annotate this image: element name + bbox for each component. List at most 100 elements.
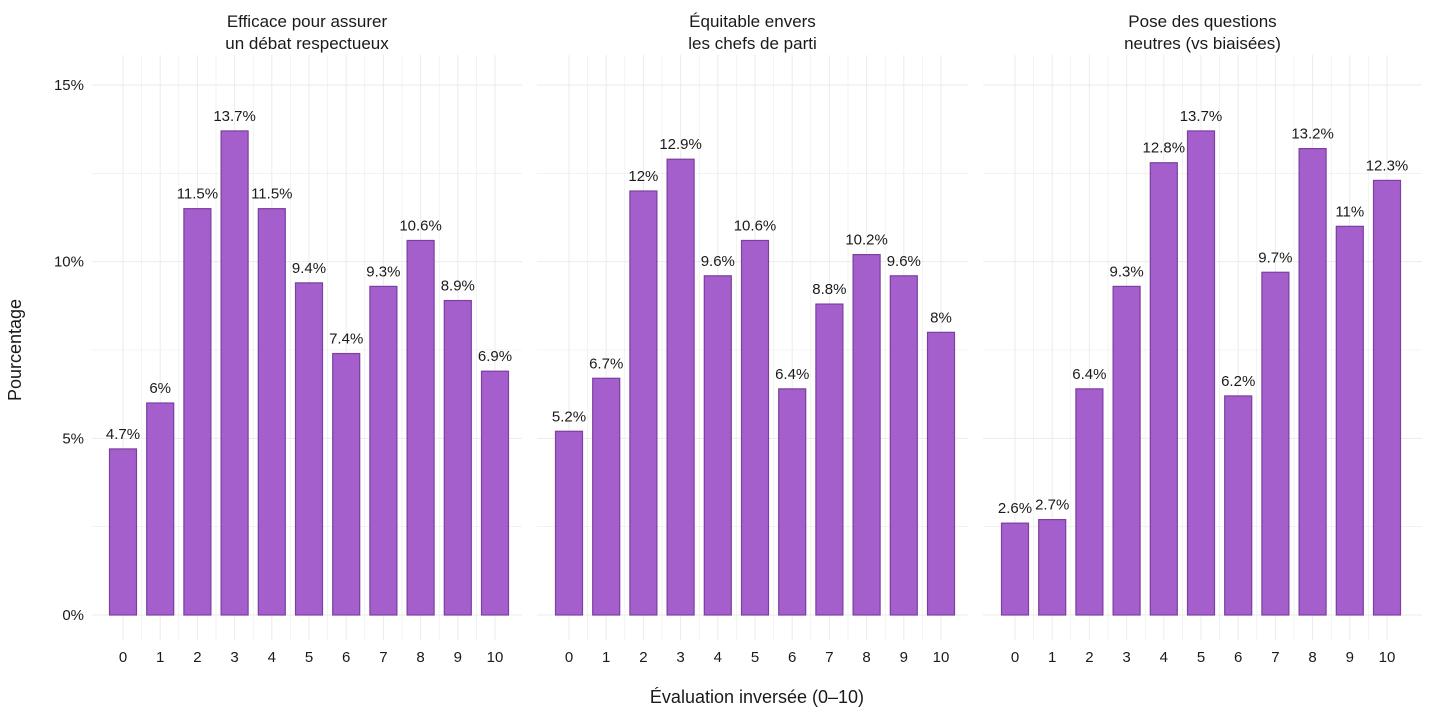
x-tick-label: 2 (639, 649, 647, 666)
data-label: 9.3% (366, 263, 400, 280)
data-label: 2.6% (998, 500, 1032, 517)
bar (554, 430, 584, 616)
bar (183, 208, 212, 616)
bar (220, 130, 249, 616)
x-tick-label: 3 (676, 649, 684, 666)
x-tick-label: 5 (1197, 649, 1205, 666)
panel-title: Pose des questions (1128, 12, 1276, 31)
panel-title: neutres (vs biaisées) (1124, 34, 1281, 53)
bar (1335, 225, 1364, 616)
panel-title: Équitable envers (689, 12, 816, 31)
bar (1038, 518, 1067, 616)
bar (815, 303, 844, 616)
data-label: 7.4% (329, 331, 363, 348)
data-label: 11.5% (251, 186, 292, 203)
x-tick-label: 1 (1048, 649, 1056, 666)
bar (146, 402, 175, 616)
x-tick-label: 0 (1011, 649, 1019, 666)
data-label: 6.4% (1072, 366, 1106, 383)
x-tick-label: 4 (268, 649, 276, 666)
y-tick-label: 5% (62, 430, 84, 447)
bar (369, 285, 398, 616)
data-label: 2.7% (1035, 497, 1069, 514)
bar (1149, 162, 1178, 616)
data-label: 12.9% (659, 136, 702, 153)
y-axis-label: Pourcentage (5, 299, 25, 401)
bar (332, 352, 361, 616)
data-label: 10.2% (845, 232, 888, 249)
bar (1224, 395, 1253, 616)
x-tick-label: 6 (342, 649, 350, 666)
x-tick-label: 9 (454, 649, 462, 666)
data-label: 13.2% (1291, 126, 1334, 143)
data-label: 12.3% (1366, 157, 1409, 174)
bar (889, 275, 918, 616)
bar (108, 448, 138, 616)
x-tick-label: 10 (1379, 649, 1396, 666)
bar (926, 331, 956, 616)
bar (666, 158, 695, 616)
x-tick-label: 4 (1160, 649, 1168, 666)
bar (1298, 148, 1327, 616)
data-label: 9.4% (292, 260, 326, 277)
bar (629, 190, 658, 616)
data-label: 8% (930, 309, 952, 326)
data-label: 9.3% (1109, 263, 1143, 280)
panel-title: un débat respectueux (225, 34, 389, 53)
bar (1372, 179, 1402, 616)
bar (1075, 388, 1104, 616)
bar (1112, 285, 1141, 616)
x-tick-label: 6 (1234, 649, 1242, 666)
bar (592, 377, 621, 616)
data-label: 5.2% (552, 408, 586, 425)
bar (778, 388, 807, 616)
x-tick-label: 1 (602, 649, 610, 666)
bar (703, 275, 732, 616)
data-label: 8.8% (812, 281, 846, 298)
data-label: 10.6% (734, 217, 777, 234)
bar (852, 254, 881, 616)
data-label: 9.6% (701, 253, 735, 270)
data-label: 6.4% (775, 366, 809, 383)
bar (257, 208, 286, 616)
data-label: 6.2% (1221, 373, 1255, 390)
panel-title: les chefs de parti (688, 34, 817, 53)
x-tick-label: 7 (379, 649, 387, 666)
y-tick-label: 0% (62, 607, 84, 624)
x-tick-label: 10 (933, 649, 950, 666)
x-tick-label: 9 (1346, 649, 1354, 666)
bar (443, 299, 472, 616)
data-label: 12% (628, 168, 658, 185)
data-label: 13.7% (1180, 108, 1223, 125)
data-label: 9.7% (1258, 249, 1292, 266)
data-label: 11% (1335, 203, 1364, 220)
data-label: 6% (149, 380, 171, 397)
bar (294, 282, 324, 616)
x-tick-label: 7 (1271, 649, 1279, 666)
x-axis-label: Évaluation inversée (0–10) (650, 687, 864, 707)
x-tick-label: 5 (305, 649, 313, 666)
data-label: 6.7% (589, 355, 623, 372)
x-tick-label: 4 (714, 649, 722, 666)
x-tick-label: 0 (565, 649, 573, 666)
data-label: 4.7% (106, 426, 140, 443)
panel-title: Efficace pour assurer (227, 12, 388, 31)
x-tick-label: 8 (862, 649, 870, 666)
data-label: 12.8% (1143, 140, 1186, 157)
bar (480, 370, 510, 616)
data-label: 13.7% (213, 108, 256, 125)
x-tick-label: 8 (1308, 649, 1316, 666)
data-label: 8.9% (441, 278, 475, 295)
x-tick-label: 7 (825, 649, 833, 666)
x-tick-label: 10 (487, 649, 504, 666)
data-label: 9.6% (887, 253, 921, 270)
bar (1186, 130, 1216, 616)
x-tick-label: 2 (1085, 649, 1093, 666)
bar (1000, 522, 1030, 616)
x-tick-label: 3 (1122, 649, 1130, 666)
x-tick-label: 5 (751, 649, 759, 666)
data-label: 10.6% (399, 217, 442, 234)
bar (406, 239, 435, 616)
